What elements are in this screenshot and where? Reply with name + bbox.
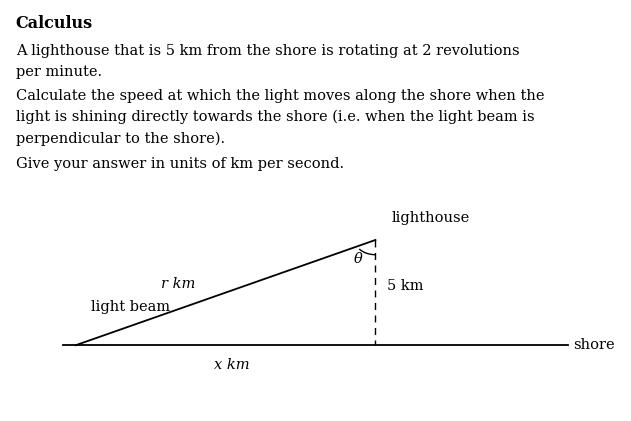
Text: light beam: light beam xyxy=(91,300,170,314)
Text: Give your answer in units of km per second.: Give your answer in units of km per seco… xyxy=(16,157,344,171)
Text: lighthouse: lighthouse xyxy=(391,211,469,225)
Text: θ: θ xyxy=(353,252,362,266)
Text: 5 km: 5 km xyxy=(387,279,423,293)
Text: r km: r km xyxy=(161,277,196,291)
Text: A lighthouse that is 5 km from the shore is rotating at 2 revolutions
per minute: A lighthouse that is 5 km from the shore… xyxy=(16,44,519,79)
Text: shore: shore xyxy=(573,338,615,352)
Text: x km: x km xyxy=(214,358,250,373)
Text: Calculus: Calculus xyxy=(16,15,93,32)
Text: Calculate the speed at which the light moves along the shore when the
light is s: Calculate the speed at which the light m… xyxy=(16,89,545,146)
